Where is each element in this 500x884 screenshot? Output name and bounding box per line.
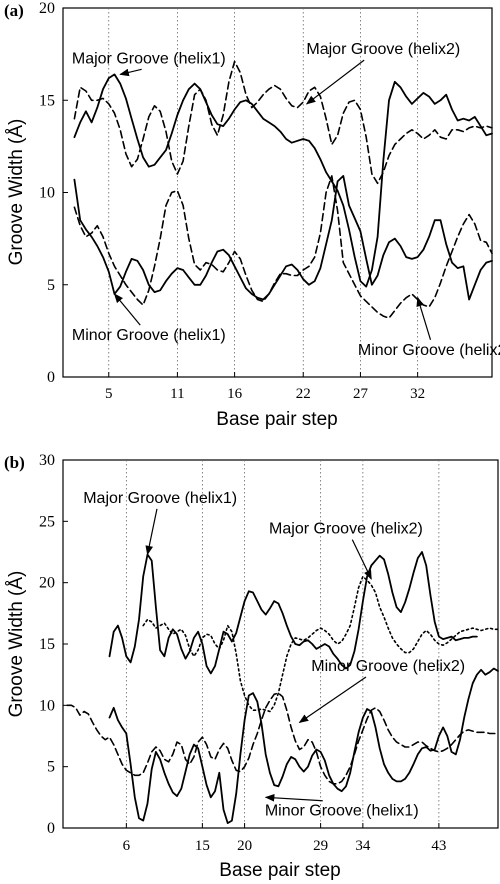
annotation-label: Minor Groove (helix2) — [358, 342, 500, 359]
annotation-arrow — [305, 59, 365, 105]
y-tick-label: 5 — [47, 277, 55, 294]
panel-label: (b) — [4, 453, 25, 472]
x-tick-label: 29 — [313, 838, 328, 854]
x-tick-label: 6 — [123, 838, 131, 854]
x-tick-label: 32 — [410, 386, 425, 402]
y-tick-label: 20 — [39, 575, 55, 592]
y-tick-label: 20 — [39, 0, 55, 17]
y-axis-label: Groove Width (Å) — [6, 571, 27, 718]
major-groove-helix2-line — [142, 575, 499, 713]
panel-label: (a) — [4, 1, 24, 20]
y-tick-label: 10 — [39, 697, 55, 714]
annotation-arrow — [119, 68, 142, 77]
annotation-label: Minor Groove (helix1) — [265, 803, 419, 820]
annotation-arrow — [298, 676, 367, 724]
x-tick-label: 16 — [227, 386, 243, 402]
y-tick-label: 10 — [39, 185, 55, 202]
x-tick-label: 20 — [237, 838, 252, 854]
y-tick-label: 0 — [47, 820, 55, 837]
y-tick-label: 0 — [47, 369, 55, 386]
major-groove-helix1-line — [73, 73, 493, 288]
annotation-label: Major Groove (helix2) — [306, 41, 460, 58]
annotation-label: Minor Groove (helix1) — [72, 327, 226, 344]
annotation-label: Major Groove (helix2) — [269, 521, 423, 538]
y-tick-label: 5 — [47, 759, 55, 776]
plot-frame — [62, 459, 499, 829]
annotation-arrow — [416, 296, 432, 341]
major-groove-helix1-line — [108, 551, 478, 675]
panel-b: (b) Base pair step Groove Width (Å) 0 5 10… — [4, 452, 499, 881]
annotation-arrow — [264, 794, 323, 802]
major-groove-helix2-line — [73, 60, 493, 185]
minor-groove-helix1-line — [73, 174, 493, 301]
x-tick-label: 43 — [431, 838, 446, 854]
x-tick-label: 11 — [170, 386, 184, 402]
annotation-arrow — [113, 293, 141, 326]
y-axis-label: Groove Width (Å) — [6, 119, 27, 266]
x-tick-label: 15 — [195, 838, 210, 854]
x-tick-label: 34 — [355, 838, 371, 854]
x-axis-label: Base pair step — [219, 860, 340, 881]
x-tick-label: 22 — [296, 386, 311, 402]
x-tick-label: 27 — [353, 386, 369, 402]
annotation-arrow — [145, 508, 158, 556]
panel-a: (a) Base pair step Groove Width (Å) 0 5 10… — [4, 0, 500, 430]
annotation-label: Major Groove (helix1) — [72, 50, 226, 67]
annotation-label: Minor Groove (helix2) — [311, 658, 465, 675]
y-tick-label: 30 — [39, 452, 55, 469]
y-tick-label: 25 — [39, 513, 55, 530]
x-axis-label: Base pair step — [216, 409, 337, 430]
annotation-label: Major Groove (helix1) — [83, 490, 237, 507]
y-tick-label: 15 — [39, 92, 55, 109]
minor-groove-helix2-line — [73, 175, 493, 319]
y-tick-label: 15 — [39, 636, 55, 653]
minor-groove-helix2-line — [66, 692, 499, 785]
annotation-arrow — [351, 539, 372, 580]
x-tick-label: 5 — [105, 386, 113, 402]
